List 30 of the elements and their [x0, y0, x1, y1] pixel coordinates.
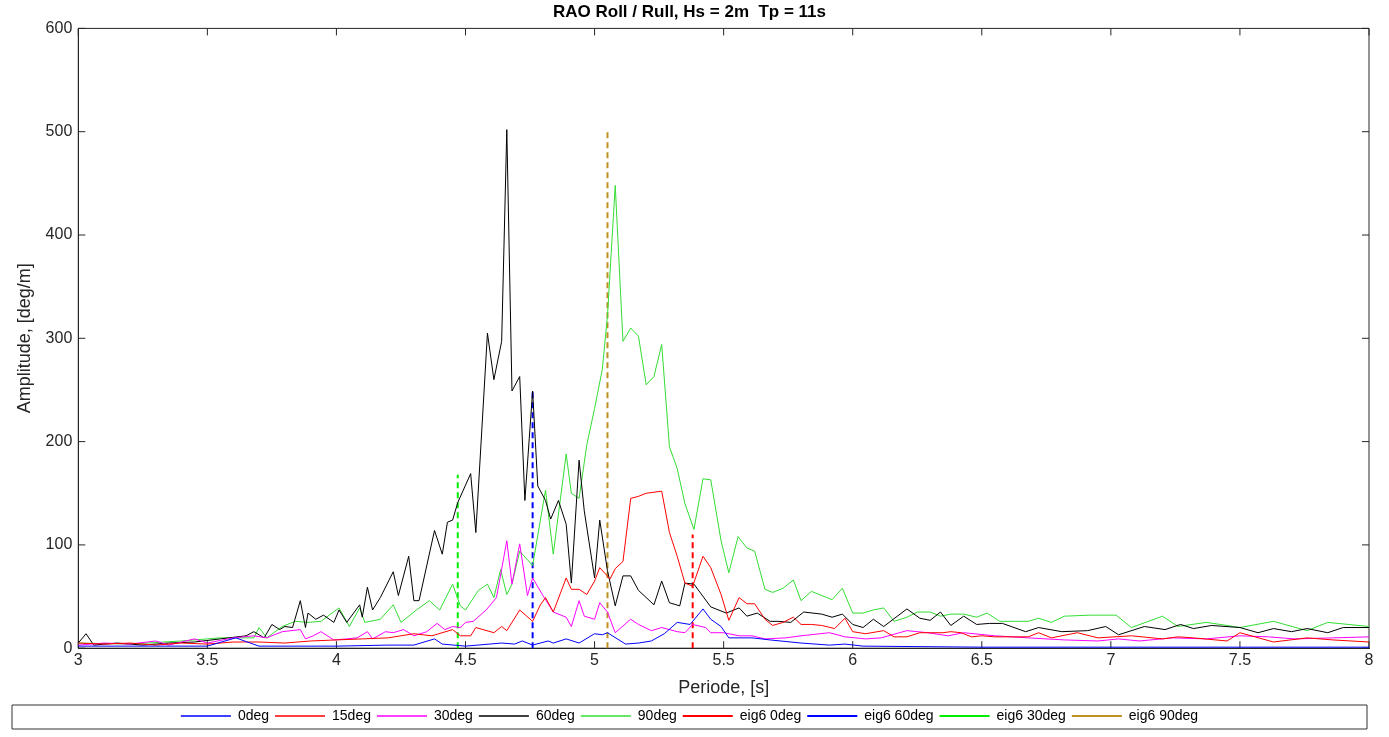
x-tick-label: 5 [590, 651, 600, 669]
y-tick-label: 500 [45, 122, 73, 140]
y-tick-label: 600 [45, 18, 73, 36]
x-tick-label: 8 [1364, 651, 1374, 669]
y-axis-title: Amplitude, [deg/m] [13, 263, 34, 414]
x-tick-label: 6.5 [970, 651, 994, 669]
x-tick-label: 4 [331, 651, 341, 669]
y-tick-label: 0 [63, 638, 73, 656]
legend-label: 60deg [535, 706, 575, 723]
x-tick-label: 7 [1106, 651, 1116, 669]
y-tick-label: 100 [45, 535, 73, 553]
chart-title: RAO Roll / Rull, Hs = 2m Tp = 11s [552, 1, 827, 21]
x-axis-title: Periode, [s] [678, 677, 770, 698]
legend-label: eig6 0deg [739, 706, 802, 723]
y-tick-label: 300 [45, 328, 73, 346]
x-tick-label: 3 [73, 651, 83, 669]
y-tick-label: 200 [45, 432, 73, 450]
y-tick-label: 400 [45, 225, 73, 243]
legend-label: 30deg [433, 706, 473, 723]
x-tick-label: 7.5 [1228, 651, 1252, 669]
legend-label: 15deg [332, 706, 371, 723]
x-tick-label: 3.5 [196, 651, 219, 669]
legend-label: 0deg [237, 706, 270, 723]
legend-label: 90deg [637, 706, 677, 723]
legend-label: eig6 30deg [996, 706, 1066, 723]
x-tick-label: 4.5 [454, 651, 477, 669]
legend-label: eig6 90deg [1128, 706, 1199, 723]
x-tick-label: 5.5 [712, 651, 735, 669]
x-tick-label: 6 [848, 651, 858, 669]
legend-label: eig6 60deg [864, 706, 934, 723]
